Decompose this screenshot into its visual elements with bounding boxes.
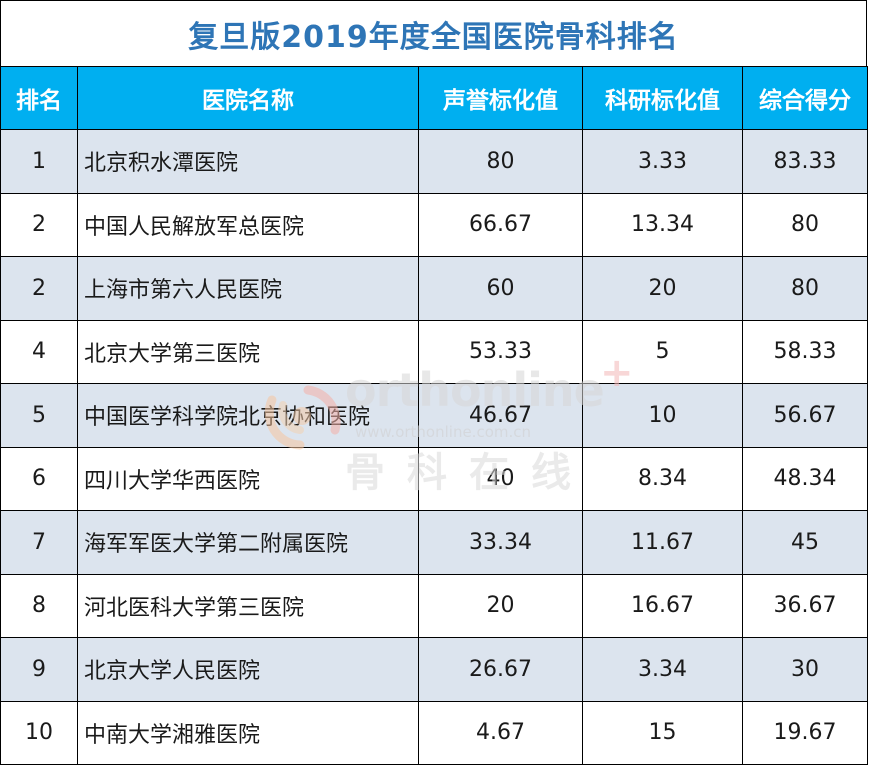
header-rank: 排名 (0, 66, 78, 130)
cell-rank: 10 (0, 700, 78, 765)
cell-rank: 5 (0, 383, 78, 448)
header-hospital: 医院名称 (77, 66, 419, 130)
cell-hospital: 四川大学华西医院 (77, 446, 419, 511)
cell-total: 56.67 (742, 383, 868, 448)
cell-total: 58.33 (742, 319, 868, 384)
table-row: 5 中国医学科学院北京协和医院 46.67 10 56.67 (0, 383, 868, 448)
table-row: 6 四川大学华西医院 40 8.34 48.34 (0, 446, 868, 511)
cell-rank: 9 (0, 637, 78, 702)
cell-total: 80 (742, 192, 868, 257)
ranking-table: 排名 医院名称 声誉标化值 科研标化值 综合得分 1 北京积水潭医院 80 3.33 8… (0, 66, 868, 765)
table-row: 2 上海市第六人民医院 60 20 80 (0, 256, 868, 321)
cell-research: 10 (582, 383, 743, 448)
cell-rank: 8 (0, 573, 78, 638)
cell-research: 3.33 (582, 129, 743, 194)
cell-research: 13.34 (582, 192, 743, 257)
cell-reputation: 40 (418, 446, 583, 511)
cell-rank: 7 (0, 510, 78, 575)
cell-reputation: 66.67 (418, 192, 583, 257)
cell-hospital: 上海市第六人民医院 (77, 256, 419, 321)
cell-hospital: 海军军医大学第二附属医院 (77, 510, 419, 575)
table-row: 9 北京大学人民医院 26.67 3.34 30 (0, 637, 868, 702)
cell-total: 19.67 (742, 700, 868, 765)
cell-hospital: 北京大学人民医院 (77, 637, 419, 702)
cell-reputation: 53.33 (418, 319, 583, 384)
cell-research: 16.67 (582, 573, 743, 638)
cell-total: 83.33 (742, 129, 868, 194)
cell-reputation: 4.67 (418, 700, 583, 765)
page-title: 复旦版2019年度全国医院骨科排名 (188, 19, 679, 55)
table-row: 4 北京大学第三医院 53.33 5 58.33 (0, 319, 868, 384)
cell-reputation: 20 (418, 573, 583, 638)
cell-rank: 1 (0, 129, 78, 194)
cell-total: 48.34 (742, 446, 868, 511)
cell-total: 30 (742, 637, 868, 702)
cell-research: 11.67 (582, 510, 743, 575)
cell-hospital: 河北医科大学第三医院 (77, 573, 419, 638)
header-research: 科研标化值 (582, 66, 743, 130)
title-row: 复旦版2019年度全国医院骨科排名 (0, 0, 867, 66)
cell-rank: 2 (0, 256, 78, 321)
cell-reputation: 46.67 (418, 383, 583, 448)
cell-hospital: 中国人民解放军总医院 (77, 192, 419, 257)
cell-research: 5 (582, 319, 743, 384)
cell-reputation: 26.67 (418, 637, 583, 702)
cell-reputation: 80 (418, 129, 583, 194)
table-row: 1 北京积水潭医院 80 3.33 83.33 (0, 129, 868, 194)
table-row: 2 中国人民解放军总医院 66.67 13.34 80 (0, 192, 868, 257)
cell-hospital: 中国医学科学院北京协和医院 (77, 383, 419, 448)
table-body: 1 北京积水潭医院 80 3.33 83.33 2 中国人民解放军总医院 66.67 13.34… (0, 129, 868, 765)
header-total: 综合得分 (742, 66, 868, 130)
cell-total: 36.67 (742, 573, 868, 638)
cell-rank: 6 (0, 446, 78, 511)
cell-research: 8.34 (582, 446, 743, 511)
cell-rank: 4 (0, 319, 78, 384)
cell-rank: 2 (0, 192, 78, 257)
table-header-row: 排名 医院名称 声誉标化值 科研标化值 综合得分 (0, 66, 868, 130)
table-row: 8 河北医科大学第三医院 20 16.67 36.67 (0, 573, 868, 638)
cell-reputation: 60 (418, 256, 583, 321)
cell-research: 20 (582, 256, 743, 321)
cell-total: 45 (742, 510, 868, 575)
cell-research: 3.34 (582, 637, 743, 702)
cell-hospital: 中南大学湘雅医院 (77, 700, 419, 765)
cell-hospital: 北京大学第三医院 (77, 319, 419, 384)
cell-hospital: 北京积水潭医院 (77, 129, 419, 194)
table-row: 10 中南大学湘雅医院 4.67 15 19.67 (0, 700, 868, 765)
table-row: 7 海军军医大学第二附属医院 33.34 11.67 45 (0, 510, 868, 575)
cell-total: 80 (742, 256, 868, 321)
cell-research: 15 (582, 700, 743, 765)
header-reputation: 声誉标化值 (418, 66, 583, 130)
cell-reputation: 33.34 (418, 510, 583, 575)
